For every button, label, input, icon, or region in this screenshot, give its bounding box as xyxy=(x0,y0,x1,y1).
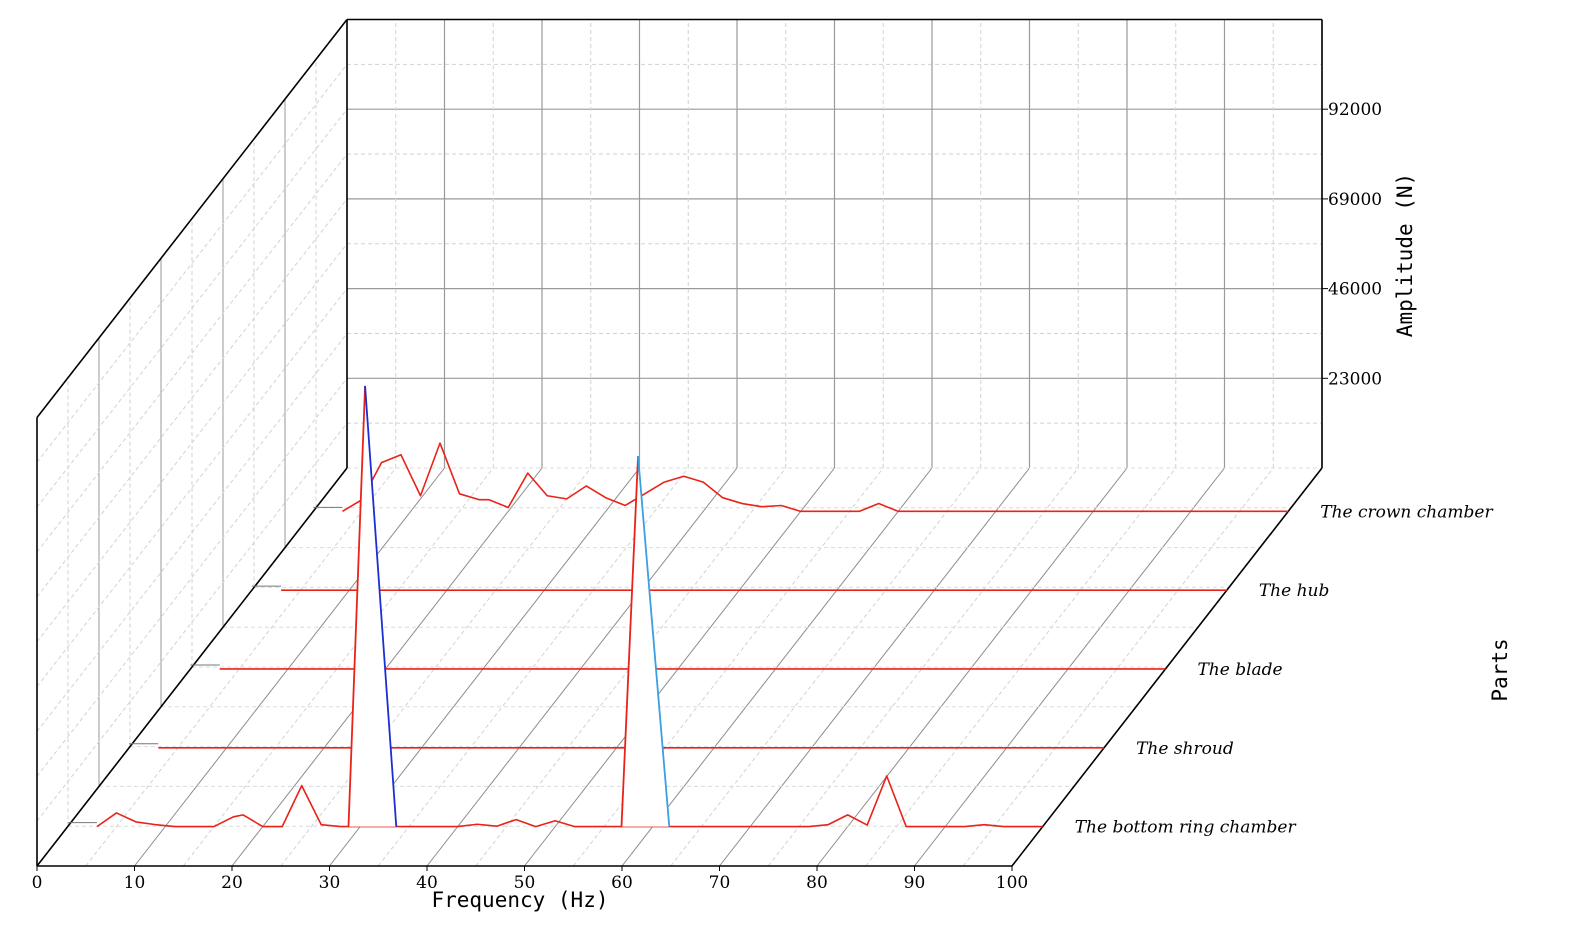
side-wall-gridline xyxy=(36,64,348,463)
y-axis-title: Parts xyxy=(1488,638,1512,701)
side-wall-gridline xyxy=(36,377,348,777)
side-wall-gridline xyxy=(36,243,348,643)
spike-edge xyxy=(620,456,639,827)
z-tick-label: 23000 xyxy=(1328,369,1382,389)
side-wall-gridline xyxy=(36,198,348,598)
side-wall-gridline xyxy=(36,153,348,553)
floor-gridline xyxy=(524,467,835,867)
x-axis-title: Frequency (Hz) xyxy=(431,888,608,912)
part-label: The bottom ring chamber xyxy=(1075,818,1297,838)
floor-gridline xyxy=(231,467,543,867)
part-label: The shroud xyxy=(1136,739,1234,759)
label-layer: 0 10 20 30 40 50 60 70 80 90 100 23000 46000 69000 920… xyxy=(32,100,1494,893)
grid-layer xyxy=(36,19,1323,867)
frame-edge xyxy=(36,19,348,418)
side-wall-gridline xyxy=(36,288,348,687)
part-label: The crown chamber xyxy=(1320,502,1493,522)
spike-edge xyxy=(637,456,671,827)
z-tick-label: 46000 xyxy=(1328,280,1382,300)
spike-edge xyxy=(347,385,366,827)
spike-fill xyxy=(348,385,397,827)
frame-edge xyxy=(1011,467,1323,867)
side-wall-gridline xyxy=(36,108,348,508)
floor-gridline xyxy=(85,467,397,867)
series-line xyxy=(342,442,1289,513)
x-tick-label: 80 xyxy=(806,873,828,893)
z-tick-label: 92000 xyxy=(1328,100,1382,120)
side-wall-gridline xyxy=(36,333,348,732)
floor-gridline xyxy=(426,467,738,867)
x-tick-label: 10 xyxy=(124,873,146,893)
x-tick-label: 70 xyxy=(709,873,731,893)
axes-frame xyxy=(36,18,1328,871)
floor-gridline xyxy=(134,467,445,867)
floor-gridline xyxy=(621,467,933,867)
spike-fill xyxy=(621,456,670,827)
side-wall-gridline xyxy=(36,422,348,822)
x-tick-label: 0 xyxy=(32,873,43,893)
x-tick-label: 100 xyxy=(996,873,1028,893)
frame-edge xyxy=(36,467,348,867)
floor-gridline xyxy=(280,467,592,867)
part-label: The hub xyxy=(1259,581,1330,601)
spike-edge xyxy=(364,385,398,827)
x-tick-label: 90 xyxy=(904,873,926,893)
series-line xyxy=(96,775,1043,828)
floor-gridline xyxy=(182,467,494,867)
x-tick-label: 40 xyxy=(416,873,438,893)
x-tick-label: 50 xyxy=(514,873,536,893)
x-tick-label: 60 xyxy=(611,873,633,893)
z-axis-title: Amplitude (N) xyxy=(1393,173,1417,337)
part-label: The blade xyxy=(1197,660,1282,680)
x-tick-label: 30 xyxy=(319,873,341,893)
x-tick-label: 20 xyxy=(221,873,243,893)
z-tick-label: 69000 xyxy=(1328,190,1382,210)
series-layer xyxy=(67,385,1289,828)
